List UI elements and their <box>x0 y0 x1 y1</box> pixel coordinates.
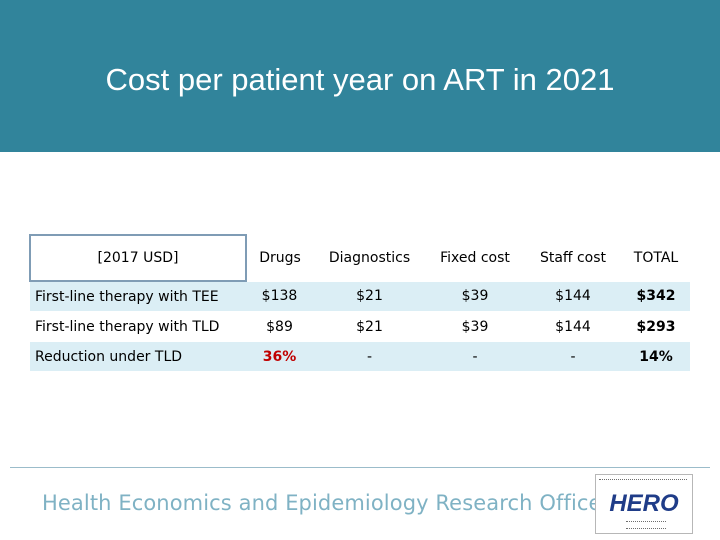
table-row: Reduction under TLD 36% - - - 14% <box>30 341 690 371</box>
row-label: Reduction under TLD <box>30 341 246 371</box>
table-row: First-line therapy with TEE $138 $21 $39… <box>30 280 690 312</box>
cell-total: 14% <box>622 341 690 371</box>
column-header-staff-cost: Staff cost <box>524 235 622 281</box>
column-header-diagnostics: Diagnostics <box>313 235 426 281</box>
organization-name: Health Economics and Epidemiology Resear… <box>42 491 602 515</box>
cost-table: [2017 USD] Drugs Diagnostics Fixed cost … <box>29 234 690 371</box>
title-band: Cost per patient year on ART in 2021 <box>0 0 720 152</box>
hero-logo-icon: HERO <box>595 474 693 534</box>
table-row: First-line therapy with TLD $89 $21 $39 … <box>30 311 690 342</box>
slide-title: Cost per patient year on ART in 2021 <box>105 62 615 97</box>
cell-drugs: $89 <box>246 311 313 342</box>
table-header-row: [2017 USD] Drugs Diagnostics Fixed cost … <box>29 234 690 282</box>
row-label: First-line therapy with TLD <box>30 311 246 342</box>
column-header-unit: [2017 USD] <box>29 234 247 282</box>
logo-text-line <box>599 479 687 483</box>
cell-fixed-cost: - <box>426 341 524 371</box>
column-header-drugs: Drugs <box>246 235 313 281</box>
logo-text-line <box>626 521 666 529</box>
cell-staff-cost: - <box>524 341 622 371</box>
cell-total: $342 <box>622 280 690 312</box>
cell-diagnostics: - <box>313 341 426 371</box>
cell-total: $293 <box>622 311 690 342</box>
column-header-fixed-cost: Fixed cost <box>426 235 524 281</box>
cell-diagnostics: $21 <box>313 311 426 342</box>
cell-staff-cost: $144 <box>524 280 622 312</box>
cell-diagnostics: $21 <box>313 280 426 312</box>
cell-fixed-cost: $39 <box>426 280 524 312</box>
logo-wordmark: HERO <box>609 490 679 517</box>
row-label: First-line therapy with TEE <box>30 280 246 312</box>
cell-fixed-cost: $39 <box>426 311 524 342</box>
column-header-total: TOTAL <box>622 235 690 281</box>
footer-divider <box>10 467 710 468</box>
cell-drugs: 36% <box>246 341 313 371</box>
cell-staff-cost: $144 <box>524 311 622 342</box>
cell-drugs: $138 <box>246 280 313 312</box>
